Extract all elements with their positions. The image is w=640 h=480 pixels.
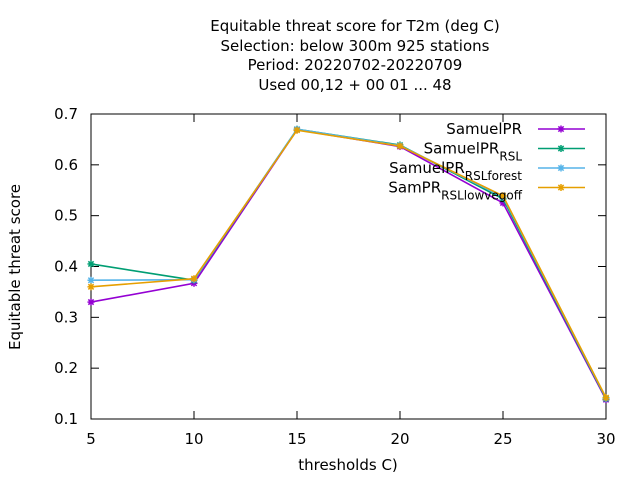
series-line	[90, 128, 607, 400]
x-tick-label: 15	[287, 430, 306, 448]
x-tick-label: 25	[493, 430, 512, 448]
legend-marker	[557, 164, 565, 172]
data-point	[602, 394, 610, 402]
y-tick-label: 0.3	[54, 308, 78, 326]
y-tick-label: 0.1	[54, 410, 78, 428]
y-axis-ticks: 0.1 0.2 0.3 0.4 0.5 0.6 0.7	[54, 105, 606, 428]
legend-entry-3: SamuelPRRSLforest	[389, 159, 585, 183]
legend-marker	[557, 125, 565, 133]
legend-entry-2: SamuelPRRSL	[424, 140, 585, 164]
series-line	[90, 129, 607, 399]
y-tick-label: 0.2	[54, 359, 78, 377]
y-tick-label: 0.6	[54, 156, 78, 174]
chart-title: Equitable threat score for T2m (deg C) S…	[210, 17, 500, 94]
legend: SamuelPR SamuelPRRSLSamuelPRRSLforestSamP…	[388, 120, 585, 203]
series-layer	[87, 125, 610, 404]
data-point	[87, 276, 95, 284]
legend-label: SamuelPRRSLforest	[389, 159, 522, 183]
x-axis-label: thresholds C)	[298, 456, 398, 474]
series-3	[87, 125, 610, 402]
title-line-1: Equitable threat score for T2m (deg C)	[210, 17, 500, 35]
data-point	[293, 126, 301, 134]
legend-marker	[557, 184, 565, 191]
legend-marker	[557, 145, 565, 152]
data-point	[499, 192, 507, 200]
series-1	[87, 126, 610, 404]
legend-label: SamPRRSLlowvegoff	[388, 179, 522, 203]
x-tick-label: 5	[86, 430, 96, 448]
legend-label: SamuelPRRSL	[424, 140, 523, 164]
data-point	[87, 260, 95, 268]
legend-entry-1: SamuelPR	[446, 120, 585, 138]
x-tick-label: 10	[184, 430, 203, 448]
y-axis-label: Equitable threat score	[6, 184, 24, 350]
plot-frame	[90, 113, 607, 420]
series-line	[90, 128, 607, 401]
y-tick-label: 0.5	[54, 207, 78, 225]
data-point	[87, 298, 95, 306]
x-axis-ticks: 5 10 15 20 25 30	[86, 114, 616, 448]
x-tick-label: 20	[390, 430, 409, 448]
series-4	[87, 126, 610, 402]
x-tick-label: 30	[596, 430, 615, 448]
series-line	[90, 128, 607, 399]
y-tick-label: 0.7	[54, 105, 78, 123]
data-point	[396, 142, 404, 150]
data-point	[87, 283, 95, 291]
legend-label: SamuelPR	[446, 120, 522, 138]
legend-entry-4: SamPRRSLlowvegoff	[388, 179, 585, 203]
data-point	[190, 275, 198, 283]
title-line-2: Selection: below 300m 925 stations	[221, 37, 490, 55]
series-2	[87, 125, 610, 403]
title-line-4: Used 00,12 + 00 01 ... 48	[258, 76, 451, 94]
title-line-3: Period: 20220702-20220709	[248, 56, 463, 74]
y-tick-label: 0.4	[54, 258, 78, 276]
